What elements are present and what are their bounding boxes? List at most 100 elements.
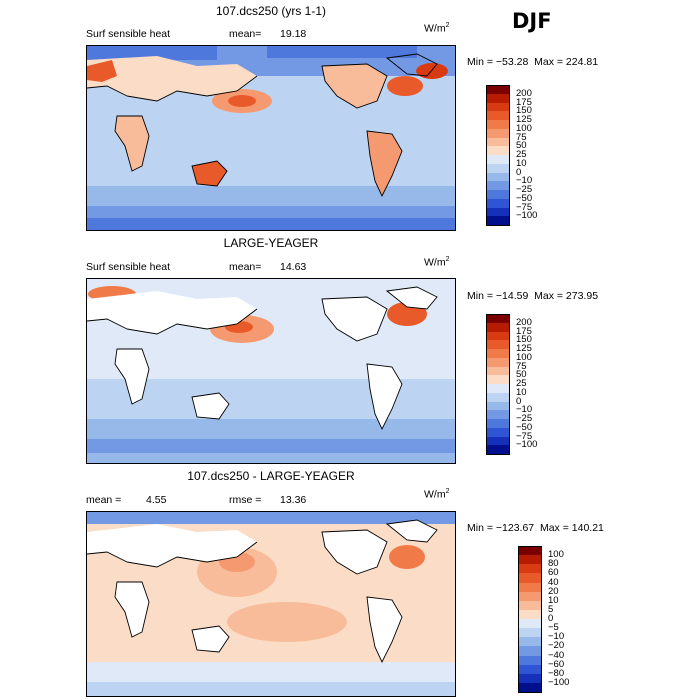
panel3-units: W/m2	[424, 488, 450, 501]
colorbar-swatch	[486, 163, 510, 173]
colorbar-swatch	[486, 419, 510, 429]
colorbar-tick-label: 25	[516, 378, 527, 389]
colorbar-swatch	[486, 314, 510, 324]
colorbar-swatch	[486, 198, 510, 208]
colorbar-swatch	[518, 628, 542, 638]
colorbar-tick-label: −75	[516, 430, 533, 442]
colorbar-swatch	[518, 682, 542, 693]
colorbar-swatch	[486, 392, 510, 402]
panel1-title: 107.dcs250 (yrs 1-1)	[215, 4, 327, 18]
colorbar-tick-label: 150	[516, 105, 532, 117]
colorbar-swatch	[486, 85, 510, 95]
colorbar-tick-label: 200	[516, 316, 532, 328]
colorbar-tick-label: 10	[548, 594, 559, 606]
colorbar-tick-label: −60	[548, 658, 565, 670]
colorbar-swatch	[518, 609, 542, 620]
colorbar-swatch	[486, 190, 510, 200]
panel3-minmax: Min = −123.67 Max = 140.21	[467, 522, 604, 534]
colorbar-swatch	[486, 349, 510, 359]
colorbar-swatch	[486, 322, 510, 332]
colorbar-tick-label: 25	[516, 149, 527, 160]
colorbar-tick-label: 125	[516, 114, 532, 125]
colorbar-swatch	[486, 102, 510, 112]
colorbar-tick-label: 5	[548, 603, 554, 615]
panel2-minmax: Min = −14.59 Max = 273.95	[467, 290, 599, 302]
colorbar-tick-label: 0	[516, 395, 522, 407]
colorbar-tick-label: 175	[516, 325, 532, 337]
colorbar-swatch	[486, 366, 510, 376]
colorbar-swatch	[486, 445, 510, 455]
panel1-colorbar: 200 175 150 125 100 75 50 25 10 0 −10 −25 −50 −75 −100	[486, 85, 576, 226]
panel3-rmse-value: 13.36	[280, 494, 307, 506]
panel2-title: LARGE-YEAGER	[223, 236, 319, 250]
colorbar-swatch	[518, 646, 542, 656]
colorbar-swatch	[486, 410, 510, 420]
colorbar-swatch	[518, 673, 542, 684]
panel3-map	[86, 511, 456, 697]
panel1-minmax: Min = −53.28 Max = 224.81	[467, 56, 599, 68]
colorbar-tick-label: −10	[516, 404, 533, 416]
colorbar-swatch	[486, 146, 510, 156]
colorbar-swatch	[486, 207, 510, 217]
colorbar-tick-label: 175	[516, 96, 532, 108]
colorbar-swatch	[518, 591, 542, 602]
colorbar-swatch	[518, 600, 542, 611]
colorbar-tick-label: −25	[516, 184, 533, 195]
colorbar-tick-label: −10	[548, 631, 565, 643]
colorbar-swatch	[486, 155, 510, 165]
colorbar-tick-label: 100	[516, 351, 532, 363]
panel1-mean-value: 19.18	[280, 28, 307, 40]
colorbar-tick-label: −5	[548, 622, 559, 634]
colorbar-tick-label: 20	[548, 585, 559, 597]
panel3-mean-label: mean =	[86, 494, 122, 506]
colorbar-swatch	[518, 619, 542, 629]
colorbar-tick-label: 200	[516, 87, 532, 99]
colorbar-tick-label: −80	[548, 667, 565, 679]
colorbar-tick-label: 75	[516, 131, 527, 143]
colorbar-swatch	[518, 555, 542, 565]
colorbar-tick-label: −50	[516, 421, 533, 433]
colorbar-tick-label: 10	[516, 157, 527, 169]
panel2-map	[86, 278, 456, 464]
colorbar-tick-label: 150	[516, 334, 532, 346]
colorbar-tick-label: 100	[548, 549, 564, 561]
colorbar-tick-label: −100	[516, 210, 538, 222]
colorbar-swatch	[486, 181, 510, 191]
colorbar-swatch	[518, 573, 542, 583]
colorbar-tick-label: 60	[548, 567, 559, 579]
panel2-units: W/m2	[424, 256, 450, 269]
colorbar-swatch	[518, 564, 542, 574]
panel3-title: 107.dcs250 - LARGE-YEAGER	[187, 469, 355, 483]
season-label: DJF	[512, 9, 552, 33]
colorbar-tick-label: 80	[548, 558, 559, 570]
colorbar-tick-label: −50	[516, 192, 533, 204]
colorbar-tick-label: 0	[548, 613, 554, 624]
colorbar-tick-label: 50	[516, 140, 527, 152]
colorbar-swatch	[486, 401, 510, 411]
panel3-rmse-label: rmse =	[229, 494, 262, 506]
colorbar-swatch	[486, 357, 510, 367]
colorbar-swatch	[486, 111, 510, 121]
colorbar-swatch	[486, 340, 510, 350]
colorbar-swatch	[486, 128, 510, 138]
colorbar-tick-label: −20	[548, 640, 565, 652]
colorbar-tick-label: 50	[516, 369, 527, 381]
colorbar-tick-label: −100	[516, 439, 538, 451]
colorbar-tick-label: 125	[516, 343, 532, 354]
colorbar-swatch	[518, 664, 542, 675]
colorbar-swatch	[486, 172, 510, 182]
colorbar-swatch	[486, 93, 510, 103]
colorbar-swatch	[486, 427, 510, 437]
colorbar-swatch	[486, 436, 510, 446]
colorbar-swatch	[518, 637, 542, 647]
colorbar-swatch	[486, 216, 510, 226]
panel3-colorbar: 100 80 60 40 20 10 5 0 −5 −10 −20 −40 −60 −80 −100	[518, 546, 608, 693]
colorbar-tick-label: −75	[516, 201, 533, 213]
panel1-map	[86, 45, 456, 231]
colorbar-tick-label: 40	[548, 576, 559, 588]
panel1-mean-label: mean=	[229, 28, 262, 40]
panel3-mean-value: 4.55	[146, 494, 167, 506]
colorbar-swatch	[518, 582, 542, 593]
colorbar-tick-label: 10	[516, 386, 527, 398]
colorbar-tick-label: −40	[548, 649, 565, 661]
